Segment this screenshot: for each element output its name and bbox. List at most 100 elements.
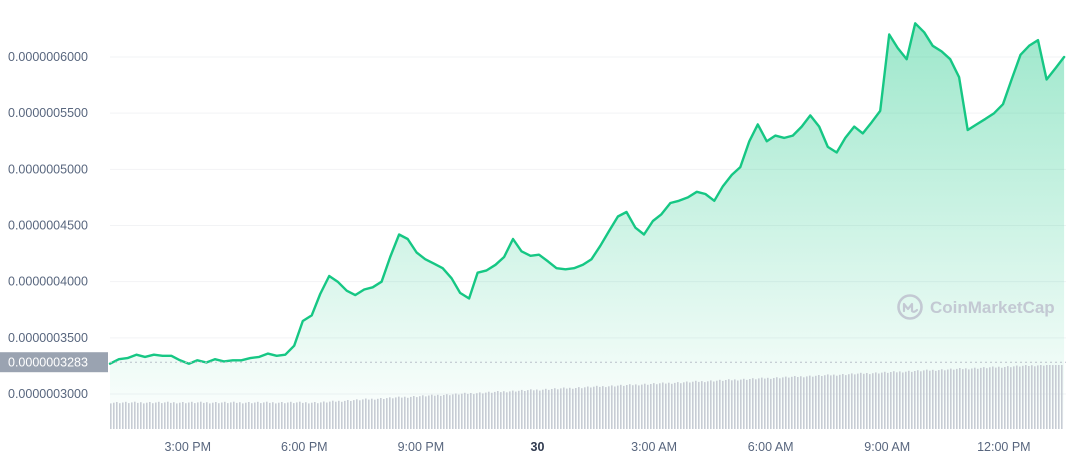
- volume-bar: [227, 403, 229, 429]
- volume-bar: [326, 402, 328, 429]
- volume-bar: [962, 369, 964, 429]
- volume-bar: [677, 382, 679, 429]
- volume-bar: [776, 377, 778, 429]
- volume-bar: [662, 382, 664, 429]
- volume-bar: [803, 377, 805, 429]
- reference-label-bg: [0, 352, 108, 373]
- volume-bar: [791, 376, 793, 429]
- x-tick-label: 6:00 PM: [281, 440, 328, 454]
- volume-bar: [683, 382, 685, 429]
- volume-bar: [863, 373, 865, 429]
- volume-bar: [137, 402, 139, 429]
- volume-bar: [764, 378, 766, 429]
- volume-bar: [617, 385, 619, 429]
- volume-bar: [938, 370, 940, 429]
- volume-bar: [308, 403, 310, 429]
- volume-bar: [668, 382, 670, 429]
- volume-bar: [167, 401, 169, 429]
- volume-bar: [608, 386, 610, 429]
- volume-bar: [215, 402, 217, 429]
- volume-bar: [641, 384, 643, 429]
- volume-bar: [644, 383, 646, 429]
- volume-bar: [620, 384, 622, 429]
- volume-bar: [782, 377, 784, 429]
- x-tick-label: 3:00 AM: [631, 440, 677, 454]
- volume-bar: [680, 383, 682, 429]
- volume-bar: [746, 379, 748, 429]
- volume-bar: [1010, 367, 1012, 429]
- volume-bar: [1019, 366, 1021, 429]
- volume-bar: [878, 373, 880, 429]
- volume-bar: [521, 389, 523, 429]
- volume-bar: [575, 388, 577, 429]
- volume-bar: [839, 374, 841, 429]
- volume-bar: [290, 401, 292, 429]
- volume-bar: [593, 386, 595, 429]
- volume-bar: [1046, 365, 1048, 429]
- volume-bar: [368, 399, 370, 429]
- volume-bar: [116, 402, 118, 429]
- volume-bar: [275, 403, 277, 429]
- volume-bar: [956, 368, 958, 429]
- volume-bar: [488, 391, 490, 429]
- volume-bar: [725, 380, 727, 429]
- volume-bar: [122, 402, 124, 429]
- volume-bar: [707, 381, 709, 429]
- volume-bar: [674, 382, 676, 429]
- volume-bar: [350, 401, 352, 429]
- volume-bar: [872, 373, 874, 429]
- volume-bar: [866, 373, 868, 429]
- volume-bar: [734, 379, 736, 429]
- volume-bar: [233, 401, 235, 429]
- reference-line: 0.0000003283: [0, 352, 1066, 373]
- volume-bar: [509, 391, 511, 429]
- volume-bar: [794, 376, 796, 429]
- volume-bar: [512, 390, 514, 429]
- volume-bar: [1004, 367, 1006, 429]
- volume-bar: [437, 394, 439, 429]
- volume-bar: [767, 377, 769, 429]
- volume-bar: [479, 392, 481, 429]
- volume-bar: [968, 369, 970, 429]
- volume-bar: [443, 395, 445, 429]
- volume-bar: [248, 402, 250, 429]
- volume-bar: [179, 402, 181, 429]
- volume-bar: [1061, 365, 1063, 429]
- volume-bar: [971, 368, 973, 429]
- volume-bar: [431, 394, 433, 429]
- volume-bar: [716, 380, 718, 429]
- volume-bar: [263, 402, 265, 429]
- volume-bar: [383, 399, 385, 429]
- volume-bar: [719, 379, 721, 429]
- volume-bar: [821, 376, 823, 429]
- volume-bar: [797, 377, 799, 429]
- volume-bar: [236, 402, 238, 429]
- volume-bar: [980, 367, 982, 429]
- volume-bar: [935, 370, 937, 429]
- volume-bar: [890, 372, 892, 429]
- volume-bar: [587, 386, 589, 429]
- volume-bar: [317, 403, 319, 429]
- volume-bar: [365, 398, 367, 429]
- volume-bar: [557, 389, 559, 429]
- volume-bar: [356, 399, 358, 429]
- price-series-line[interactable]: [108, 22, 1066, 365]
- volume-bar: [155, 402, 157, 429]
- price-line[interactable]: [108, 22, 1066, 365]
- volume-bar: [599, 386, 601, 429]
- volume-bar: [881, 372, 883, 429]
- volume-bar: [527, 390, 529, 429]
- volume-bar: [713, 381, 715, 429]
- volume-bar: [260, 403, 262, 429]
- volume-bar: [218, 403, 220, 429]
- volume-bar: [407, 397, 409, 429]
- volume-bar: [332, 400, 334, 429]
- volume-bar: [923, 370, 925, 429]
- volume-bar: [542, 389, 544, 429]
- coinmarketcap-logo-mark: [902, 302, 919, 313]
- volume-bar: [428, 395, 430, 429]
- volume-bar: [344, 400, 346, 429]
- volume-bar: [1007, 366, 1009, 429]
- volume-bar: [140, 402, 142, 429]
